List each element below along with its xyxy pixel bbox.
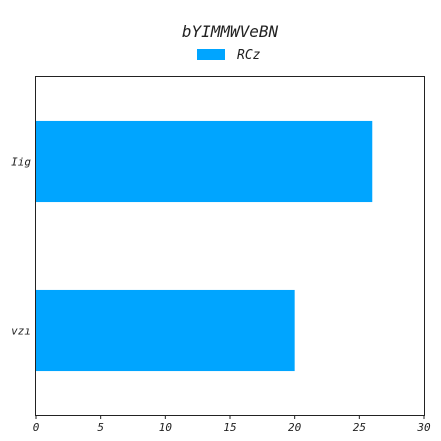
- x-axis-ticks: 0 5 10 15 20 25 30: [33, 415, 431, 434]
- x-tick-label-0: 0: [33, 421, 40, 434]
- bar-0: [36, 120, 373, 203]
- x-tick-label-3: 15: [223, 421, 236, 434]
- legend: RCz: [197, 48, 261, 63]
- x-tick-label-2: 10: [159, 421, 173, 434]
- x-tick-label-1: 5: [97, 421, 104, 434]
- x-tick-label-6: 30: [416, 421, 431, 434]
- category-label-0: Iig: [11, 156, 31, 169]
- plot-frame: [35, 76, 425, 416]
- x-tick-label-5: 25: [353, 421, 366, 434]
- legend-label: RCz: [237, 48, 261, 63]
- chart-title: bYIMMWVeBN: [182, 22, 279, 41]
- bar-1: [36, 289, 295, 372]
- legend-swatch: [197, 49, 225, 60]
- category-label-1: vzı: [11, 325, 31, 338]
- x-tick-label-4: 20: [288, 421, 302, 434]
- category-labels: Iig vzı: [11, 156, 31, 338]
- bars: [36, 120, 373, 372]
